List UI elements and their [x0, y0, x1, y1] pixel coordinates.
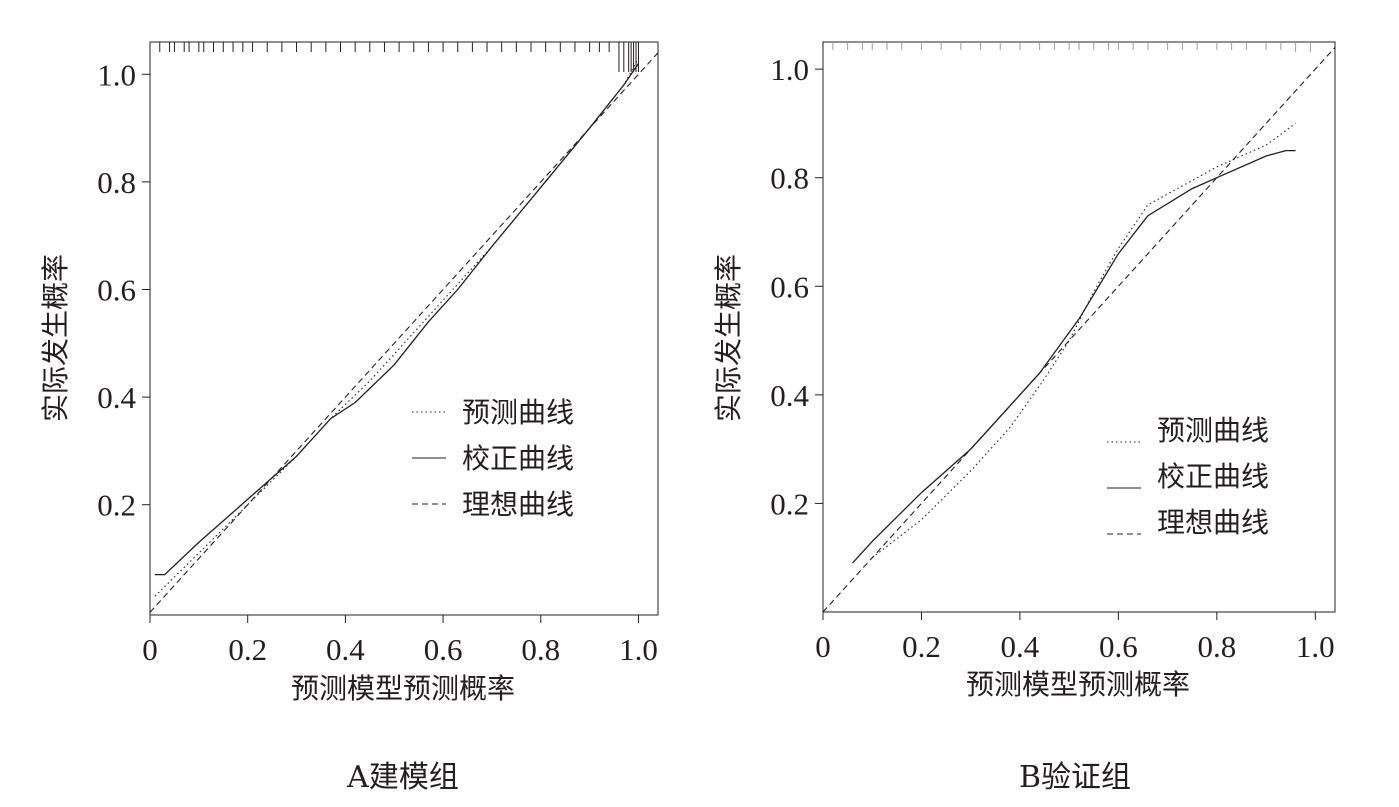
- x-tick-label: 0: [815, 629, 831, 664]
- y-tick-label: 0.2: [770, 486, 809, 521]
- panel-a-caption: A建模组: [346, 760, 459, 795]
- legend-label: 理想曲线: [1157, 506, 1269, 539]
- series-line-solid: [852, 149, 1296, 564]
- y-tick-label: 1.0: [97, 57, 136, 92]
- y-tick-label: 0.6: [97, 272, 136, 307]
- x-tick-label: 0.4: [326, 632, 365, 667]
- y-tick-label: 0.6: [770, 269, 809, 304]
- x-tick-label: 0.2: [228, 632, 267, 667]
- y-axis-title: 实际发生概率: [712, 254, 745, 422]
- x-axis-title: 预测模型预测概率: [291, 672, 515, 705]
- panel-b-caption: B验证组: [1019, 760, 1131, 795]
- x-tick-label: 1.0: [619, 632, 658, 667]
- x-tick-label: 0: [142, 632, 158, 667]
- y-tick-label: 0.2: [97, 488, 136, 523]
- y-tick-label: 0.4: [97, 380, 136, 415]
- plot-frame: [149, 41, 659, 616]
- x-tick-label: 0.8: [521, 632, 560, 667]
- x-axis-title: 预测模型预测概率: [966, 668, 1190, 701]
- x-tick-label: 0.2: [902, 629, 941, 664]
- legend-label: 校正曲线: [1157, 460, 1269, 493]
- x-tick-label: 0.8: [1197, 629, 1236, 664]
- series-line-dotted: [871, 122, 1296, 559]
- y-axis-title: 实际发生概率: [39, 254, 72, 422]
- series-line-dashed: [150, 52, 658, 613]
- y-tick-label: 0.8: [97, 165, 136, 200]
- series-line-dashed: [823, 47, 1335, 612]
- x-tick-label: 0.4: [1001, 629, 1040, 664]
- legend-label: 理想曲线: [462, 488, 574, 521]
- panel-a-chart: 0 0.2 0.4 0.6 0.8 1.0 0.2 0.4 0.6 0.8 1.0 预测模型预测概率 实…: [39, 41, 659, 705]
- y-tick-label: 0.4: [770, 378, 809, 413]
- series-line-solid: [154, 63, 640, 576]
- y-tick-label: 1.0: [770, 52, 809, 87]
- legend-label: 预测曲线: [1157, 414, 1269, 447]
- x-tick-label: 0.6: [1099, 629, 1138, 664]
- panel-b-chart: 0 0.2 0.4 0.6 0.8 1.0 0.2 0.4 0.6 0.8 1.0 预测模型预测概率 实…: [712, 41, 1336, 701]
- legend-label: 校正曲线: [462, 442, 574, 475]
- legend-label: 预测曲线: [462, 396, 574, 429]
- y-tick-label: 0.8: [770, 161, 809, 196]
- x-tick-label: 0.6: [424, 632, 463, 667]
- x-tick-label: 1.0: [1296, 629, 1335, 664]
